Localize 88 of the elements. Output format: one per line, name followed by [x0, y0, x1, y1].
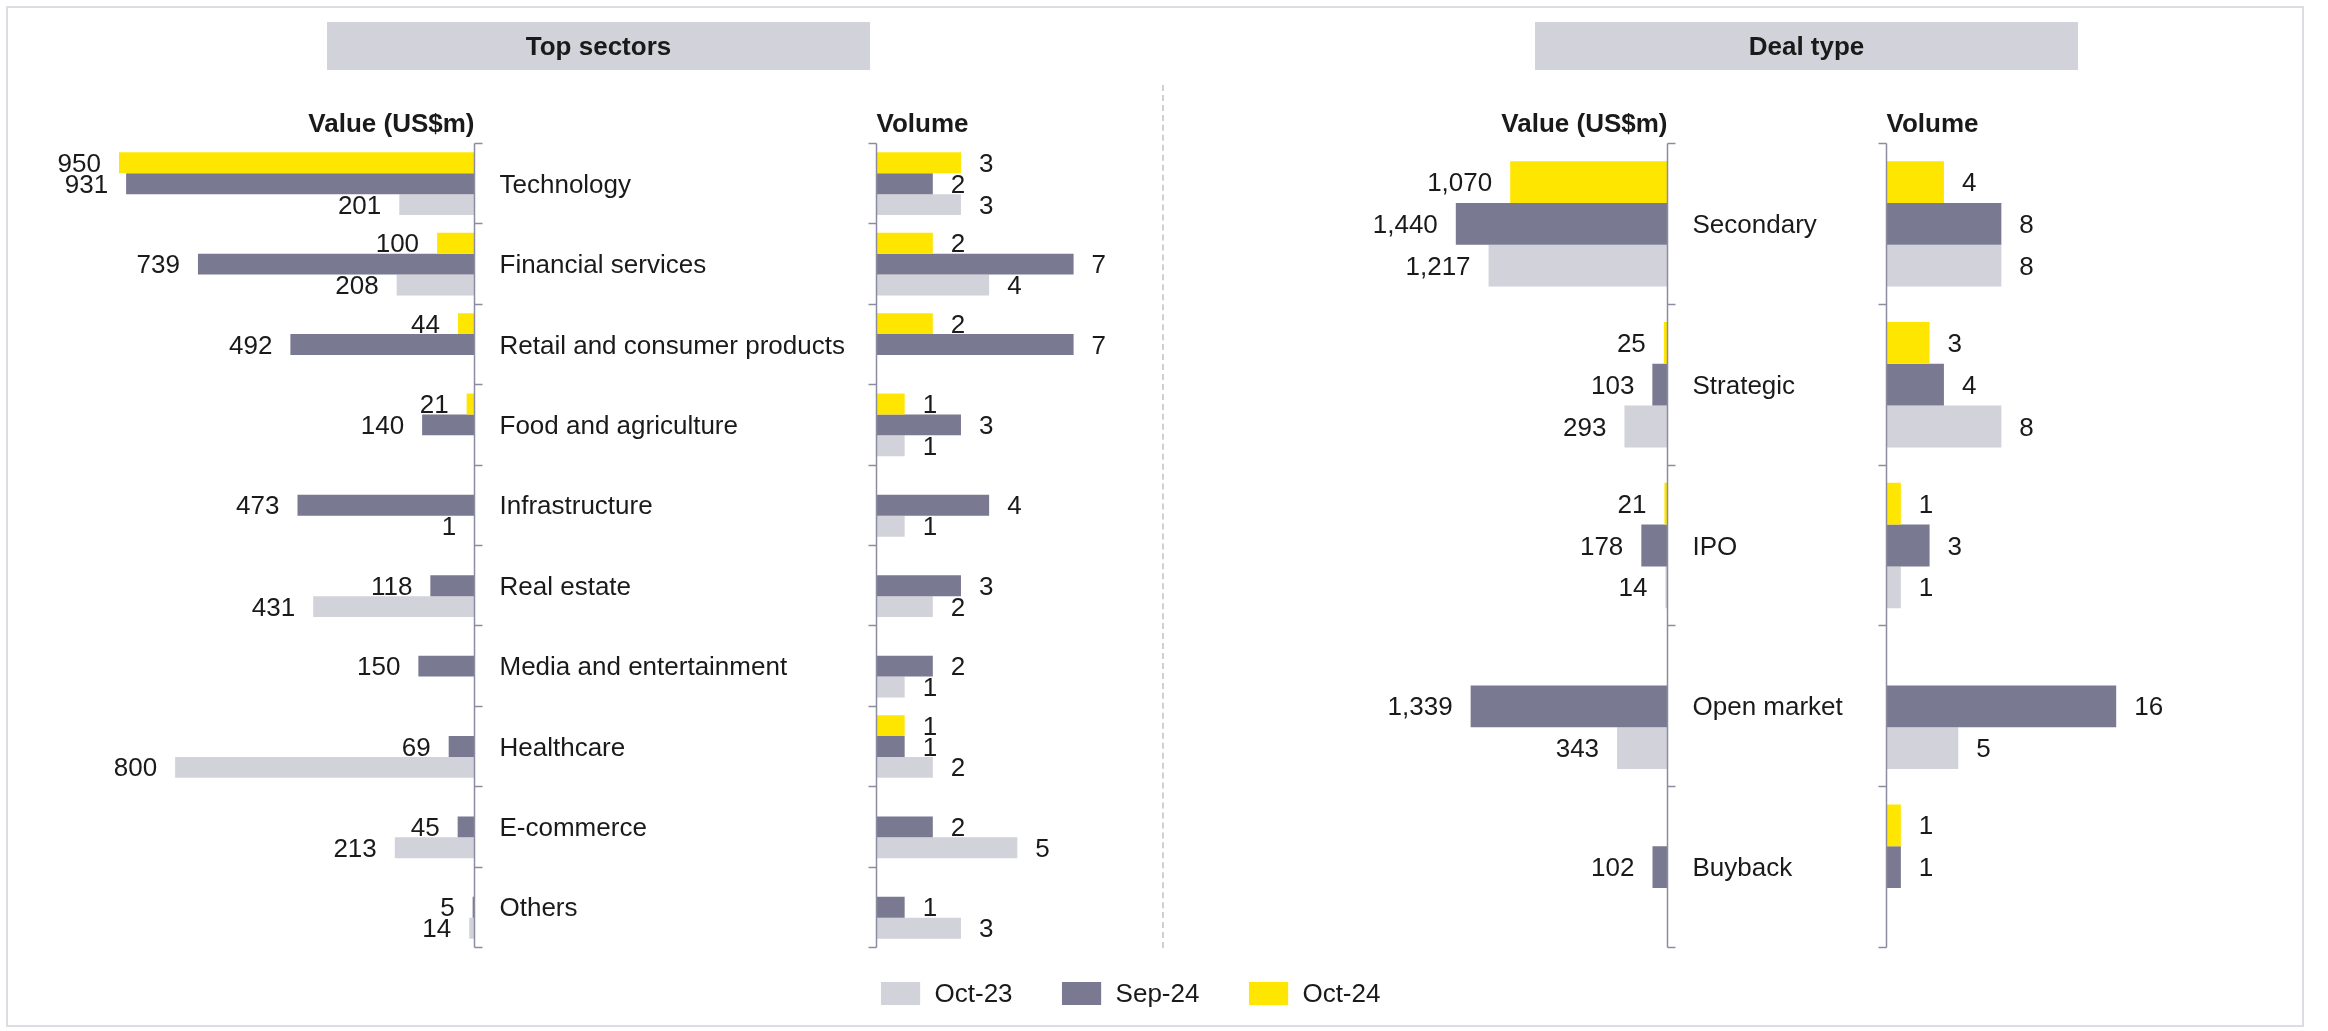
data-label: 140: [360, 409, 405, 440]
data-label: 4: [1961, 167, 1977, 198]
data-label: 1,339: [1387, 691, 1453, 722]
data-label: 3: [1947, 327, 1963, 358]
data-label: 1,217: [1405, 250, 1471, 281]
data-label: 473: [236, 490, 280, 521]
data-label: 14: [1618, 572, 1648, 603]
chart-subtitle: Volume: [1886, 107, 1979, 138]
data-label: 1,070: [1427, 167, 1493, 198]
data-label: 1: [922, 389, 938, 419]
data-label: 1: [922, 430, 938, 461]
data-label: 21: [419, 389, 449, 419]
chart-subtitle: Volume: [876, 107, 969, 138]
data-label: 739: [136, 249, 180, 280]
data-label: 3: [978, 189, 994, 220]
chart-subtitle: Value (US$m): [308, 107, 475, 138]
data-label: 100: [375, 228, 420, 259]
y-tick-label: Buyback: [1692, 852, 1794, 883]
y-tick-label: Infrastructure: [499, 490, 653, 521]
data-label: 21: [1617, 488, 1647, 519]
data-label: 8: [2019, 411, 2034, 442]
data-label: 213: [333, 832, 377, 863]
data-label: 45: [410, 811, 440, 842]
data-label: 3: [978, 913, 994, 944]
data-label: 2: [950, 591, 966, 622]
data-label: 201: [337, 189, 382, 220]
y-tick-label: Real estate: [499, 570, 632, 601]
legend-label: Sep-24: [1115, 977, 1200, 1008]
y-tick-label: E-commerce: [499, 811, 647, 842]
data-label: 3: [978, 147, 994, 178]
data-label: 800: [113, 752, 158, 783]
y-tick-label: Secondary: [1692, 208, 1817, 239]
data-label: 343: [1555, 733, 1600, 764]
data-label: 25: [1616, 327, 1646, 358]
data-label: 2: [950, 651, 966, 682]
data-label: 103: [1590, 369, 1635, 400]
y-tick-label: Healthcare: [499, 731, 626, 762]
y-tick-label: Retail and consumer products: [499, 329, 845, 360]
data-label: 69: [401, 731, 431, 762]
data-label: 44: [411, 308, 441, 339]
data-label: 208: [335, 270, 379, 300]
data-label: 3: [978, 409, 994, 440]
data-label: 1: [922, 672, 938, 702]
data-label: 5: [1976, 733, 1991, 764]
data-label: 1: [1918, 810, 1934, 841]
data-label: 102: [1591, 852, 1635, 883]
data-label: 1: [1918, 852, 1934, 883]
y-tick-label: Others: [499, 892, 578, 923]
text: Deal type: [1535, 22, 2078, 70]
data-label: 293: [1563, 411, 1607, 442]
data-label: 7: [1091, 329, 1107, 360]
data-label: 178: [1579, 530, 1624, 561]
chart-subtitle: Value (US$m): [1501, 107, 1668, 138]
data-label: 1: [922, 892, 938, 923]
legend-label: Oct-23: [934, 977, 1013, 1008]
data-label: 1: [922, 511, 938, 542]
data-label: 150: [356, 651, 401, 682]
data-label: 1: [1918, 572, 1934, 603]
data-label: 2: [950, 811, 966, 842]
y-tick-label: Food and agriculture: [499, 409, 738, 440]
data-label: 4: [1961, 369, 1977, 400]
y-tick-label: Financial services: [499, 249, 707, 280]
y-tick-label: Technology: [499, 168, 632, 199]
data-label: 7: [1091, 249, 1107, 280]
data-label: 2: [950, 228, 966, 259]
data-label: 492: [229, 329, 273, 360]
data-label: 5: [1035, 832, 1050, 863]
data-label: 1: [1918, 488, 1934, 519]
data-label: 2: [950, 308, 966, 339]
y-tick-label: Strategic: [1692, 369, 1796, 400]
data-label: 3: [1947, 530, 1963, 561]
data-label: 431: [251, 591, 296, 622]
data-label: 4: [1007, 490, 1022, 521]
data-label: 8: [2019, 208, 2034, 239]
data-label: 2: [950, 752, 966, 783]
data-label: 8: [2019, 250, 2034, 281]
text: Top sectors: [327, 22, 870, 70]
data-label: 1: [441, 511, 457, 542]
y-tick-label: Open market: [1692, 691, 1844, 722]
data-label: 1,440: [1372, 208, 1438, 239]
data-label: 3: [978, 570, 994, 601]
data-label: 2: [950, 168, 966, 199]
data-label: 4: [1007, 270, 1022, 300]
data-label: 118: [370, 570, 413, 601]
data-label: 16: [2134, 691, 2164, 722]
legend-label: Oct-24: [1302, 977, 1381, 1008]
y-tick-label: Media and entertainment: [499, 651, 788, 682]
y-tick-label: IPO: [1692, 530, 1738, 561]
